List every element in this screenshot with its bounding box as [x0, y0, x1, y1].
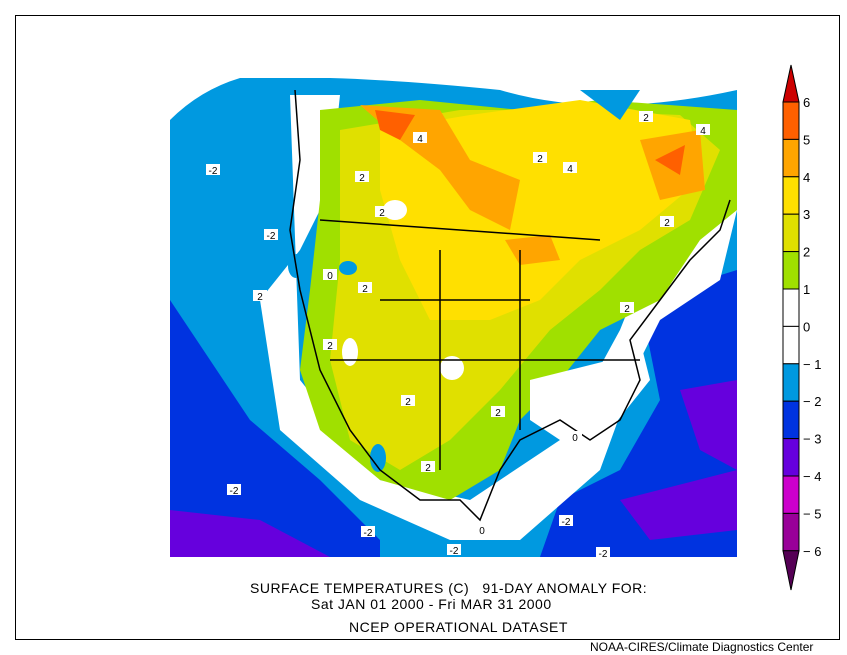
map-fill — [170, 78, 737, 557]
colorbar: 6 5 4 3 2 1 0 − 1 − 2 − 3 − 4 − 5 − 6 — [782, 64, 821, 591]
colorbar-tick-label: − 2 — [803, 394, 821, 409]
contour-label: 4 — [700, 126, 706, 137]
colorbar-tick-label: − 1 — [803, 357, 821, 372]
colorbar-segment — [782, 138, 800, 178]
colorbar-segment — [782, 512, 800, 552]
contour-label: -2 — [450, 546, 459, 557]
colorbar-segment — [782, 400, 800, 440]
colorbar-tick-label: 2 — [803, 245, 810, 260]
colorbar-segment — [782, 475, 800, 514]
colorbar-tick-label: − 5 — [803, 506, 821, 521]
contour-label: 4 — [417, 134, 423, 145]
contour-label: 2 — [379, 208, 385, 219]
colorbar-tick-label: 4 — [803, 170, 810, 185]
contour-label: -2 — [209, 166, 218, 177]
colorbar-tick-label: − 3 — [803, 432, 821, 447]
contour-label: -2 — [599, 549, 608, 560]
figure-frame — [15, 15, 840, 640]
colorbar-segment — [782, 251, 800, 290]
title-line-1: SURFACE TEMPERATURES (C) 91-DAY ANOMALY … — [250, 580, 648, 596]
colorbar-tick-label: 6 — [803, 95, 810, 110]
colorbar-segment — [782, 325, 800, 365]
contour-label: -2 — [230, 486, 239, 497]
contour-label: 2 — [327, 341, 333, 352]
credit-text: NOAA-CIRES/Climate Diagnostics Center — [590, 640, 814, 654]
contour-label: 2 — [405, 397, 411, 408]
colorbar-tip-high — [782, 64, 800, 103]
title-line-2: Sat JAN 01 2000 - Fri MAR 31 2000 — [311, 596, 552, 612]
contour-label: -2 — [364, 528, 373, 539]
colorbar-segment — [782, 101, 800, 140]
colorbar-segment — [782, 213, 800, 253]
contour-label: 0 — [479, 526, 485, 537]
colorbar-tick-label: 0 — [803, 319, 810, 334]
contour-label: 2 — [624, 304, 630, 315]
dataset-label: NCEP OPERATIONAL DATASET — [349, 619, 568, 635]
contour-label: 2 — [257, 292, 263, 303]
colorbar-tip-low — [782, 550, 800, 591]
colorbar-segment — [782, 438, 800, 477]
colorbar-segment — [782, 288, 800, 327]
colorbar-tick-label: 1 — [803, 282, 810, 297]
contour-label: 2 — [359, 173, 365, 184]
colorbar-segment — [782, 176, 800, 215]
colorbar-tick-label: 3 — [803, 207, 810, 222]
colorbar-segment — [782, 363, 800, 402]
colorbar-tick-label: − 4 — [803, 469, 821, 484]
contour-label: 4 — [567, 164, 573, 175]
contour-label: 2 — [664, 218, 670, 229]
colorbar-tick-label: 5 — [803, 132, 810, 147]
contour-labels: -2 -2 0 2 2 4 2 4 2 4 2 2 2 2 2 2 0 -2 -2 -2 -2 -2 0 2 2 — [206, 111, 710, 560]
contour-label: 2 — [425, 463, 431, 474]
contour-label: 2 — [495, 408, 501, 419]
contour-label: 0 — [327, 271, 333, 282]
contour-label: 2 — [537, 154, 543, 165]
contour-label: -2 — [267, 231, 276, 242]
contour-label: 2 — [362, 284, 368, 295]
contour-label: 0 — [572, 433, 578, 444]
contour-label: -2 — [562, 517, 571, 528]
coastlines — [289, 89, 731, 522]
contour-label: 2 — [643, 113, 649, 124]
colorbar-tick-label: − 6 — [803, 544, 821, 559]
